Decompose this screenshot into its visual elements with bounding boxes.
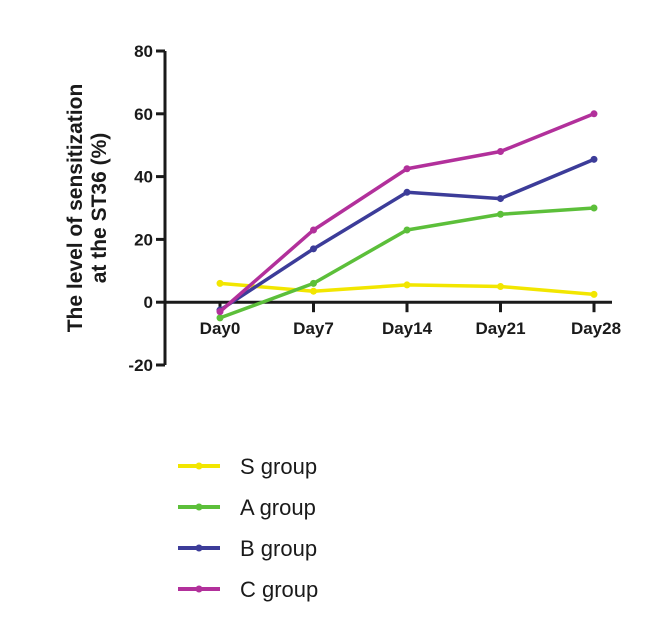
- x-axis: Day0 Day7 Day14 Day21 Day28: [165, 300, 621, 338]
- series-a-group: [216, 204, 598, 322]
- data-point: [403, 188, 411, 196]
- data-point: [590, 155, 598, 163]
- legend-marker: [195, 585, 203, 593]
- legend-label: A group: [240, 495, 316, 520]
- legend-item: C group: [178, 577, 318, 602]
- data-point: [216, 308, 224, 316]
- y-axis-label-line-2: at the ST36 (%): [88, 133, 111, 284]
- data-point: [590, 204, 598, 212]
- data-point: [497, 147, 504, 155]
- series-s-group: [216, 279, 598, 298]
- legend-item: S group: [178, 454, 317, 479]
- legend-marker: [195, 544, 203, 552]
- legend-label: C group: [240, 577, 318, 602]
- y-tick-label: 0: [144, 293, 153, 312]
- y-tick-label: 60: [134, 105, 153, 124]
- data-point: [403, 165, 411, 173]
- data-point: [403, 281, 411, 289]
- data-point: [310, 245, 317, 253]
- data-point: [216, 279, 224, 287]
- data-point: [497, 195, 504, 203]
- x-tick-label: Day7: [293, 319, 334, 338]
- series-c-group: [216, 110, 598, 316]
- x-tick-label: Day14: [382, 319, 433, 338]
- data-point: [590, 290, 598, 298]
- legend-marker: [195, 462, 203, 470]
- y-tick-label: 80: [134, 42, 153, 61]
- legend-label: S group: [240, 454, 317, 479]
- data-point: [310, 226, 317, 234]
- x-tick-label: Day0: [200, 319, 241, 338]
- y-tick-label: 20: [134, 230, 153, 249]
- series-lines: [216, 110, 598, 322]
- data-point: [310, 287, 317, 295]
- y-axis: -20 0 20 40 60 80: [128, 42, 167, 375]
- legend-item: B group: [178, 536, 317, 561]
- y-tick-label: -20: [128, 356, 153, 375]
- legend-marker: [195, 503, 203, 511]
- data-point: [216, 314, 224, 322]
- legend-item: A group: [178, 495, 316, 520]
- data-point: [497, 283, 504, 290]
- data-point: [310, 279, 317, 287]
- x-tick-label: Day28: [571, 319, 621, 338]
- legend: S group A group B group C group: [178, 454, 318, 602]
- data-point: [590, 110, 598, 118]
- legend-label: B group: [240, 536, 317, 561]
- data-point: [497, 210, 504, 218]
- data-point: [403, 226, 411, 234]
- y-tick-label: 40: [134, 168, 153, 187]
- x-tick-label: Day21: [475, 319, 525, 338]
- y-axis-label-line-1: The level of sensitization: [64, 84, 87, 333]
